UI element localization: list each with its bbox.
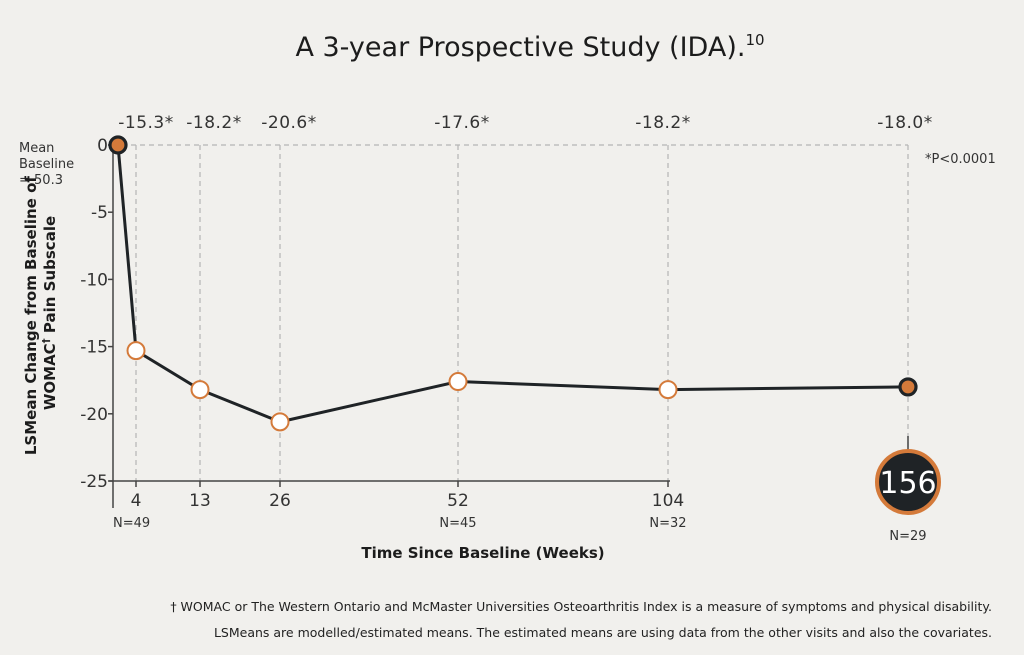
data-points — [108, 135, 918, 432]
chart-title: A 3-year Prospective Study (IDA).10 — [295, 31, 764, 63]
y-ticks: 0 -5 -10 -15 -20 -25 — [80, 136, 113, 492]
footnote-womac: † WOMAC or The Western Ontario and McMas… — [170, 599, 992, 614]
baseline-note-line: Baseline — [19, 157, 74, 172]
series-line — [116, 144, 909, 424]
footnote-lsmeans: LSMeans are modelled/estimated means. Th… — [213, 625, 992, 640]
data-point — [658, 380, 678, 400]
x-axis-label: Time Since Baseline (Weeks) — [361, 544, 604, 562]
week-156-badge-circle — [875, 449, 941, 515]
data-point — [448, 372, 468, 392]
value-label: -17.6* — [434, 113, 490, 133]
value-label: -18.2* — [635, 113, 691, 133]
n-label: N=32 — [649, 516, 686, 531]
x-tick-label: 104 — [652, 491, 684, 511]
x-tick-label: 52 — [447, 491, 469, 511]
y-axis-label: LSMean Change from Baseline of WOMAC† Pa… — [22, 171, 59, 455]
value-labels: -15.3* -18.2* -20.6* -17.6* -18.2* -18.0* — [118, 113, 933, 133]
data-point — [270, 412, 290, 432]
n-label: N=29 — [889, 529, 926, 544]
week-156-badge: 156 — [875, 449, 941, 515]
baseline-note-line: Mean — [19, 141, 54, 156]
n-label: N=49 — [113, 516, 150, 531]
data-point-filled — [898, 377, 918, 397]
week-156-badge-label: 156 — [879, 466, 936, 501]
x-ticks: 4 13 26 52 104 — [131, 481, 684, 511]
x-tick-label: 26 — [269, 491, 291, 511]
n-label: N=45 — [439, 516, 476, 531]
value-label: -20.6* — [261, 113, 317, 133]
value-label: -18.2* — [186, 113, 242, 133]
value-label: -18.0* — [877, 113, 933, 133]
value-label: -15.3* — [118, 113, 174, 133]
y-tick-label: -20 — [80, 405, 108, 425]
y-tick-label: -10 — [80, 270, 108, 290]
significance-note: *P<0.0001 — [925, 152, 996, 167]
chart: A 3-year Prospective Study (IDA).10 Mean… — [19, 31, 996, 562]
y-tick-label: -15 — [80, 338, 108, 358]
data-point — [190, 380, 210, 400]
data-point — [126, 341, 146, 361]
data-point-filled — [108, 135, 128, 155]
axes — [109, 139, 909, 508]
y-tick-label: 0 — [97, 136, 108, 156]
n-labels: N=49 N=45 N=32 N=29 — [113, 516, 927, 544]
x-tick-label: 4 — [131, 491, 142, 511]
x-tick-label: 13 — [189, 491, 211, 511]
grid-lines — [113, 144, 909, 481]
y-tick-label: -25 — [80, 472, 108, 492]
y-tick-label: -5 — [91, 203, 108, 223]
baseline-note-line: = 50.3 — [19, 173, 63, 188]
